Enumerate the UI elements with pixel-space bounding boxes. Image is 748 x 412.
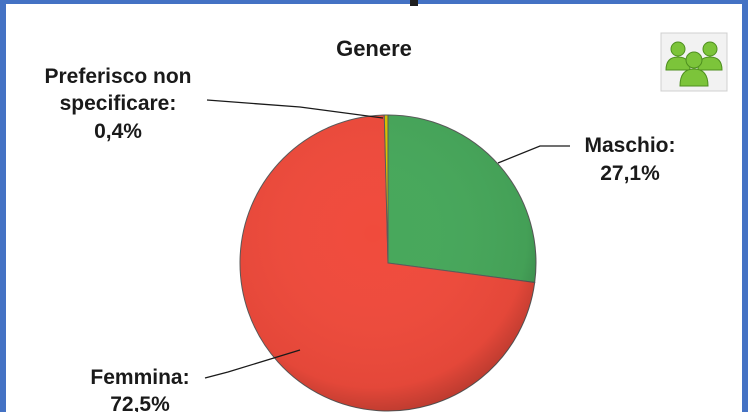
data-label-preferisco-line2: specificare: [60,92,177,115]
data-label-femmina: Femmina: [90,366,189,389]
data-label-preferisco-line1: Preferisco non [44,65,191,88]
data-label-femmina-percent: 72,5% [110,393,170,412]
top-edge-mark [410,0,418,6]
leader-line-femmina [204,349,301,379]
leader-line-preferisco [206,99,384,119]
leader-line-maschio [497,145,570,164]
data-label-maschio: Maschio: [584,134,675,157]
people-group-icon [660,32,728,92]
pie-slices [239,114,537,412]
pie-slice-maschio [387,114,537,284]
data-label-maschio-percent: 27,1% [600,162,660,185]
chart-title: Genere [336,36,412,61]
data-label-preferisco-percent: 0,4% [94,120,142,143]
